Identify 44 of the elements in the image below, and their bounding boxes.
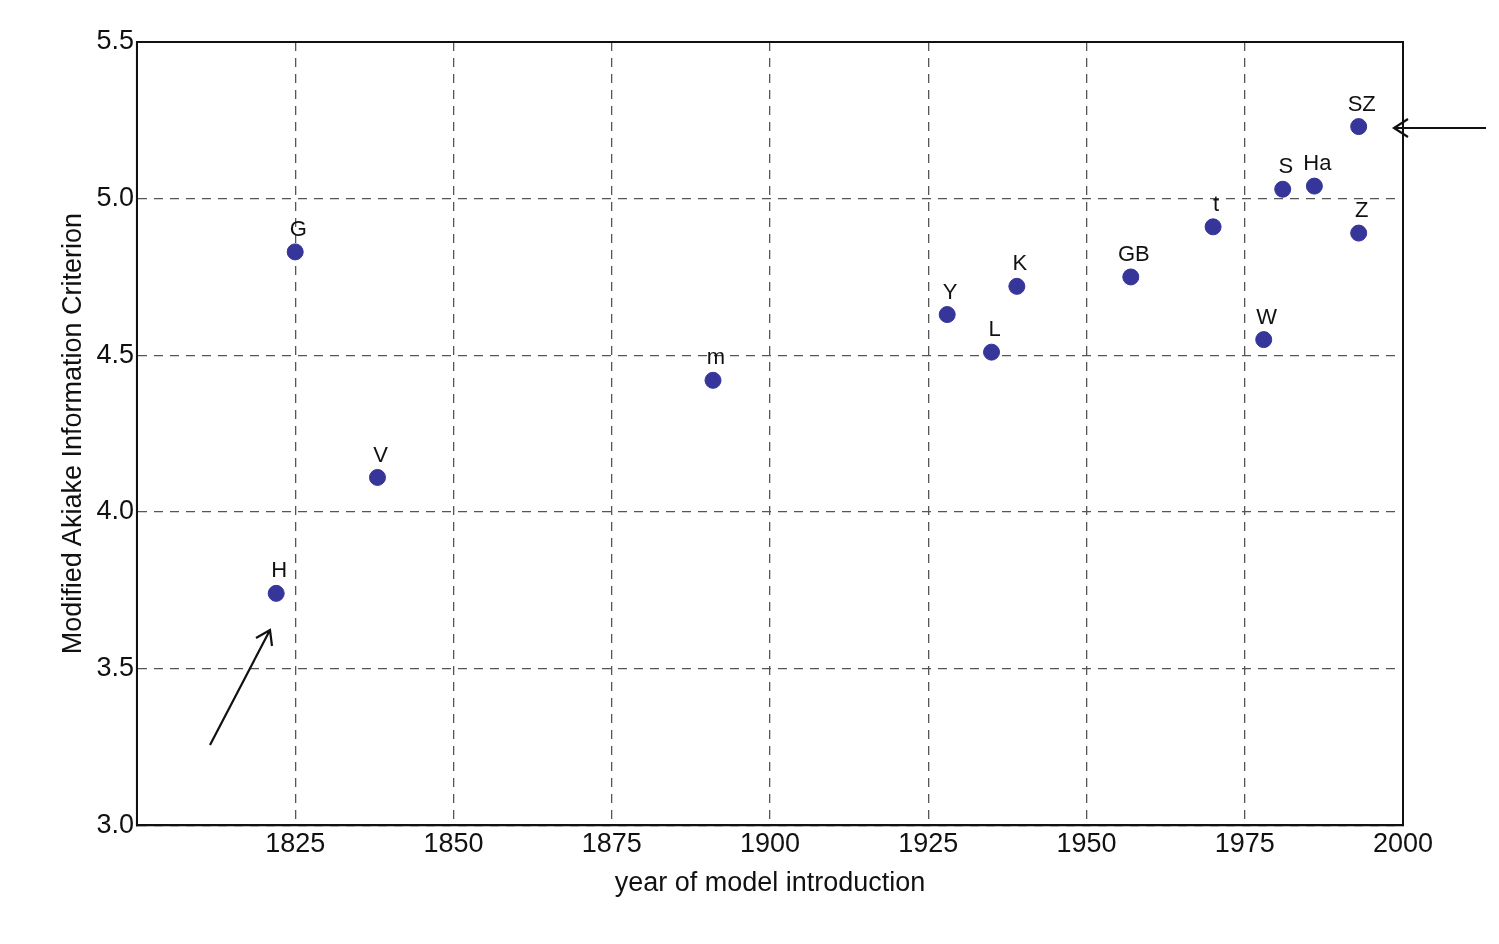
x-axis-title: year of model introduction <box>614 867 926 898</box>
annotation: H <box>271 557 288 583</box>
point <box>368 468 386 486</box>
point <box>1305 177 1323 195</box>
x-tick-label: 1950 <box>1056 827 1117 858</box>
annotation: K <box>1012 250 1028 276</box>
x-tick-label: 1925 <box>898 827 959 858</box>
y-tick-label: 4.5 <box>96 338 134 369</box>
annotation: Z <box>1354 197 1369 223</box>
x-tick-label: 1975 <box>1214 827 1275 858</box>
annotation: SZ <box>1347 90 1376 116</box>
x-tick-label: 1875 <box>581 827 642 858</box>
point <box>983 343 1001 361</box>
y-tick-label: 5.0 <box>96 182 134 213</box>
annotation: Ha <box>1303 150 1333 176</box>
point <box>1350 118 1368 136</box>
point <box>286 243 304 261</box>
annotation: Y <box>942 278 958 304</box>
x-tick-label: 1850 <box>423 827 484 858</box>
annotation: W <box>1256 303 1278 329</box>
point <box>1350 224 1368 242</box>
x-tick-label: 1825 <box>265 827 326 858</box>
annotation: G <box>289 215 307 241</box>
annotation: V <box>373 441 389 467</box>
y-tick-label: 4.0 <box>96 495 134 526</box>
annotation: GB <box>1117 241 1150 267</box>
y-axis-title: Modified Akiake Information Criterion <box>56 213 87 655</box>
point <box>1204 218 1222 236</box>
annotation: S <box>1278 153 1294 179</box>
point <box>267 584 285 602</box>
y-tick-label: 3.5 <box>96 652 134 683</box>
point <box>1274 180 1292 198</box>
annotation: L <box>988 316 1001 342</box>
y-tick-label: 3.0 <box>96 808 134 839</box>
point <box>1122 268 1140 286</box>
point <box>938 306 956 324</box>
y-tick-label: 5.5 <box>96 25 134 56</box>
x-tick-label: 2000 <box>1372 827 1434 858</box>
annotation: t <box>1213 190 1220 216</box>
point <box>1008 277 1026 295</box>
point <box>1255 331 1273 349</box>
point <box>704 371 722 389</box>
annotation: m <box>706 344 726 370</box>
x-tick-label: 1900 <box>739 827 801 858</box>
